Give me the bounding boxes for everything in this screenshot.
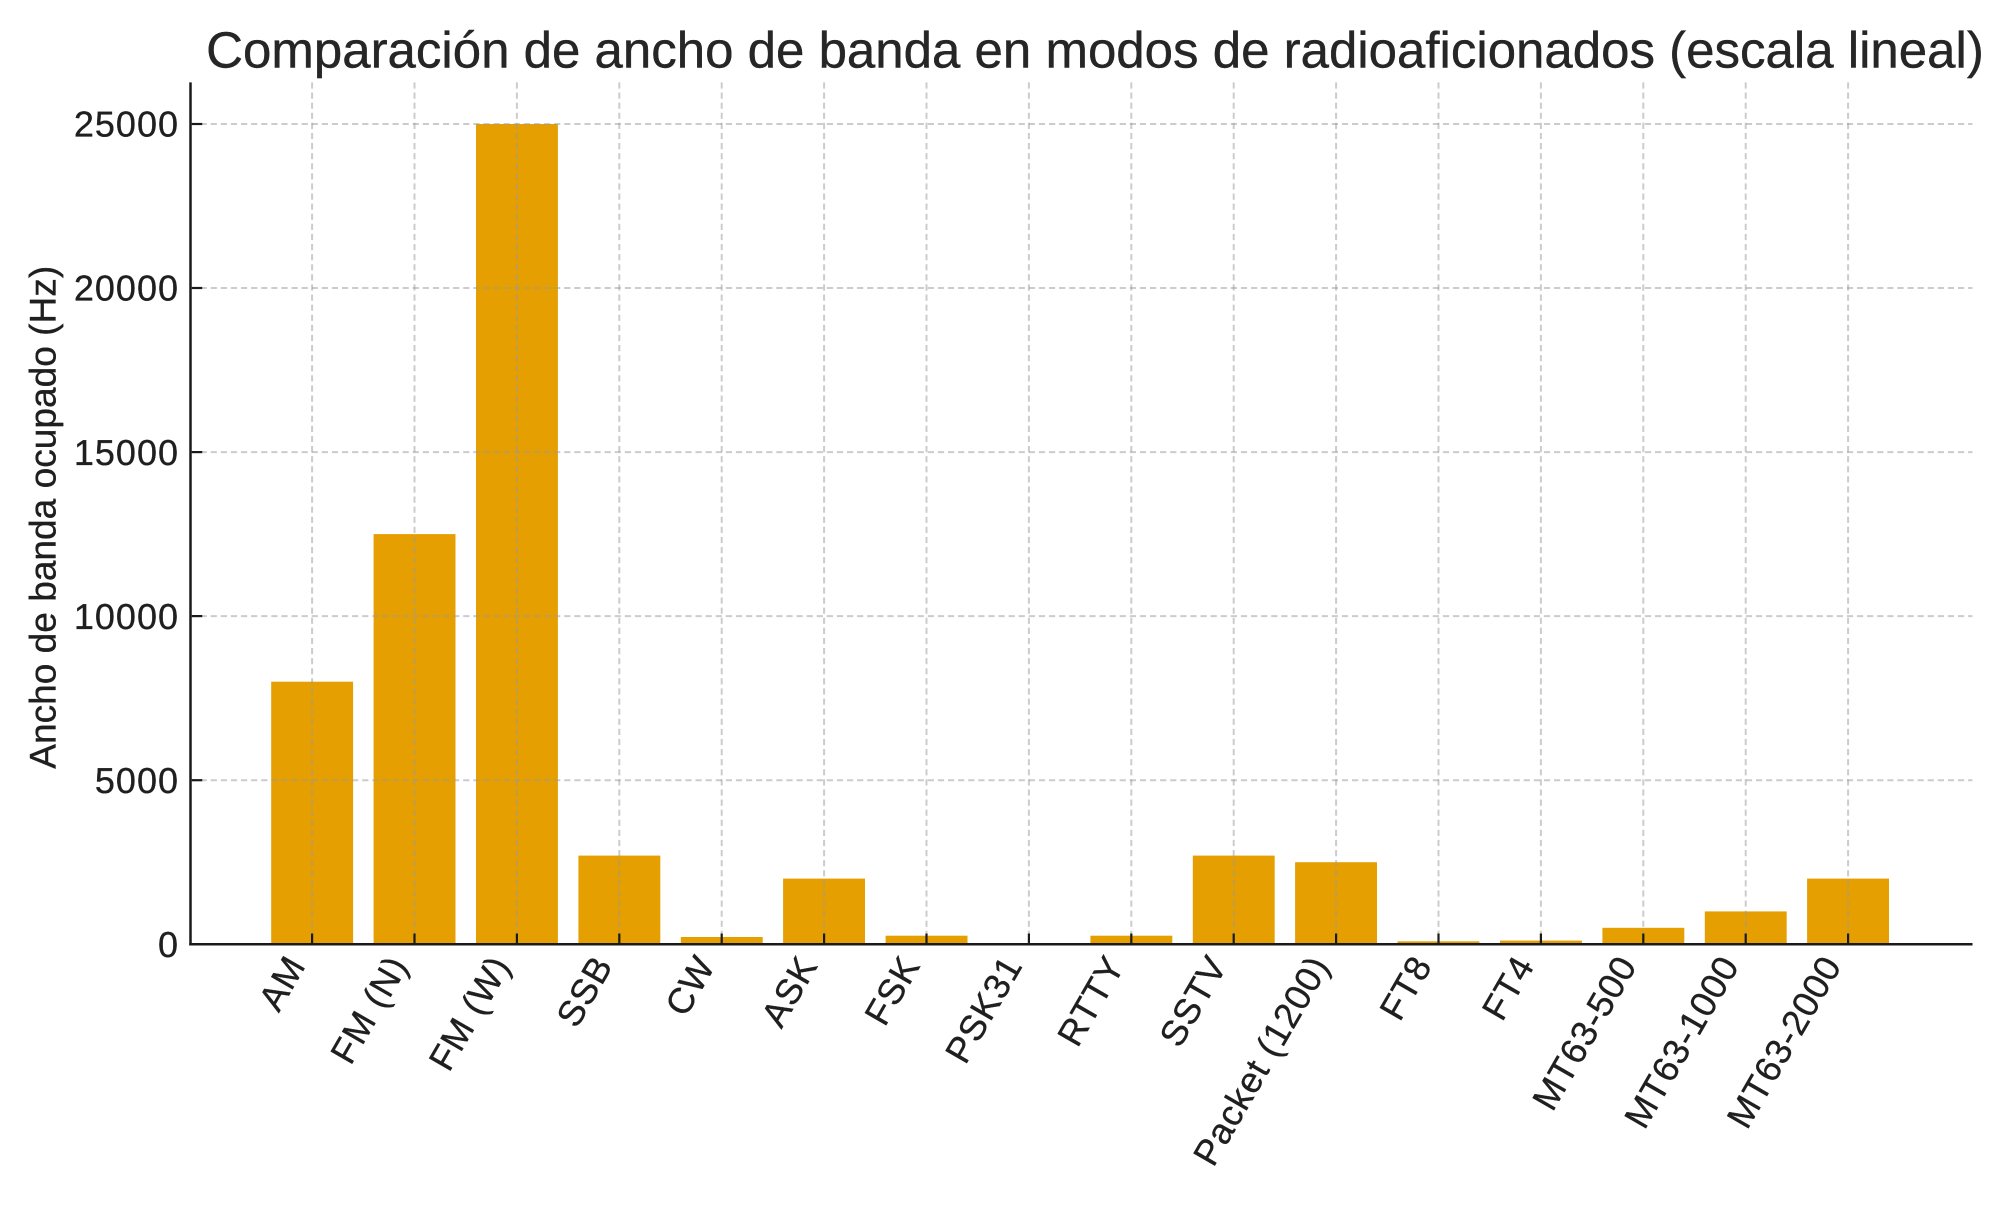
svg-text:Comparación de ancho de banda: Comparación de ancho de banda en modos d…	[206, 22, 1984, 79]
svg-text:5000: 5000	[95, 760, 179, 801]
svg-text:0: 0	[158, 924, 179, 965]
svg-text:15000: 15000	[74, 432, 179, 473]
svg-text:25000: 25000	[74, 104, 179, 145]
svg-text:10000: 10000	[74, 596, 179, 637]
svg-text:Ancho de banda ocupado (Hz): Ancho de banda ocupado (Hz)	[22, 266, 64, 769]
svg-text:20000: 20000	[74, 268, 179, 309]
